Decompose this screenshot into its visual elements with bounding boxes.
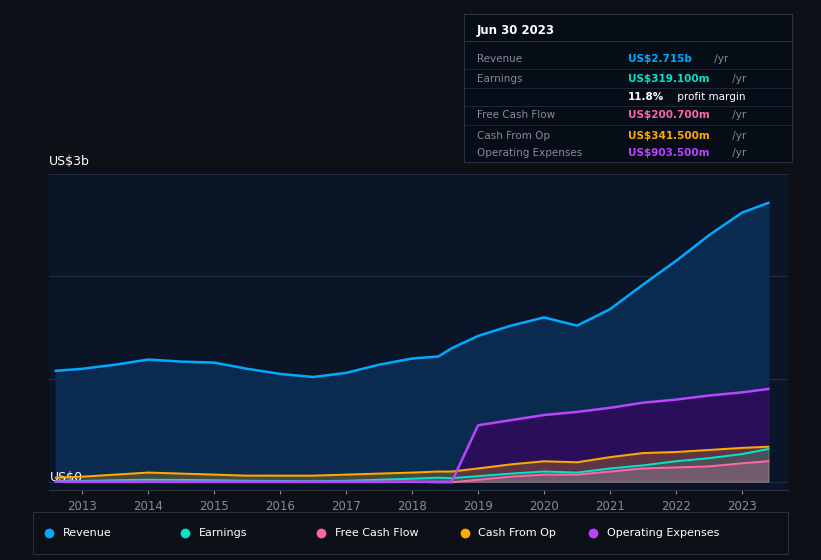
Text: Cash From Op: Cash From Op [479,529,557,538]
Text: /yr: /yr [729,110,746,120]
Text: Operating Expenses: Operating Expenses [607,529,719,538]
Text: US$2.715b: US$2.715b [628,54,692,63]
Text: Earnings: Earnings [199,529,247,538]
Text: /yr: /yr [729,148,746,158]
Text: US$319.100m: US$319.100m [628,74,709,85]
Text: Revenue: Revenue [477,54,522,63]
Text: /yr: /yr [711,54,728,63]
Text: US$200.700m: US$200.700m [628,110,710,120]
Text: US$3b: US$3b [49,155,90,168]
Text: 11.8%: 11.8% [628,92,664,102]
Text: profit margin: profit margin [674,92,745,102]
Text: US$0: US$0 [50,470,83,484]
Text: Cash From Op: Cash From Op [477,130,550,141]
Text: /yr: /yr [729,74,746,85]
Text: US$903.500m: US$903.500m [628,148,709,158]
Text: Operating Expenses: Operating Expenses [477,148,582,158]
Text: /yr: /yr [729,130,746,141]
Text: Earnings: Earnings [477,74,522,85]
Text: Free Cash Flow: Free Cash Flow [335,529,419,538]
Text: Free Cash Flow: Free Cash Flow [477,110,555,120]
Text: US$341.500m: US$341.500m [628,130,710,141]
Text: Revenue: Revenue [63,529,112,538]
Text: Jun 30 2023: Jun 30 2023 [477,25,555,38]
